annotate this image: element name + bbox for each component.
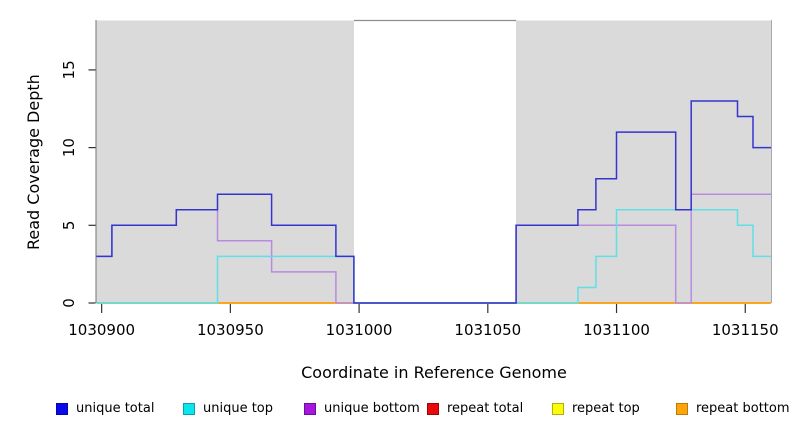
legend-entry-repeat-total: repeat total [427,401,523,416]
unique-total-swatch-icon [56,402,68,415]
series-unique-total-line [96,100,771,304]
legend-entry-unique-top: unique top [183,401,273,416]
x-tick-label: 1031050 [454,321,521,339]
series-unique-top-line [96,209,771,304]
repeat-top-swatch-icon [552,402,564,415]
y-tick-label: 15 [60,60,78,79]
legend-label: unique bottom [324,401,420,416]
x-tick-label: 1031100 [583,321,650,339]
y-tick-label: 10 [60,138,78,157]
repeat-total-swatch-icon [427,402,439,415]
repeat-bottom-swatch-icon [676,402,688,415]
legend-label: unique top [203,401,274,416]
legend-label: repeat total [447,401,524,416]
legend-entry-unique-total: unique total [56,401,154,416]
y-axis-title: Read Coverage Depth [24,74,43,250]
y-tick-label: 5 [60,221,78,231]
x-tick-label: 1031150 [712,321,779,339]
legend-label: unique total [76,401,155,416]
legend-label: repeat top [572,401,640,416]
shaded-region-right [516,20,771,303]
x-axis-title: Coordinate in Reference Genome [301,363,567,382]
y-tick-label: 0 [60,298,78,308]
shaded-region-left [96,20,354,303]
legend-entry-repeat-bottom: repeat bottom [676,401,790,416]
legend-entry-repeat-top: repeat top [552,401,640,416]
unique-top-swatch-icon [183,402,195,415]
x-tick-label: 1030900 [68,321,135,339]
unique-bottom-swatch-icon [304,402,316,415]
legend-label: repeat bottom [696,401,790,416]
x-tick-label: 1031000 [326,321,393,339]
x-tick-label: 1030950 [197,321,264,339]
legend-entry-unique-bottom: unique bottom [304,401,420,416]
